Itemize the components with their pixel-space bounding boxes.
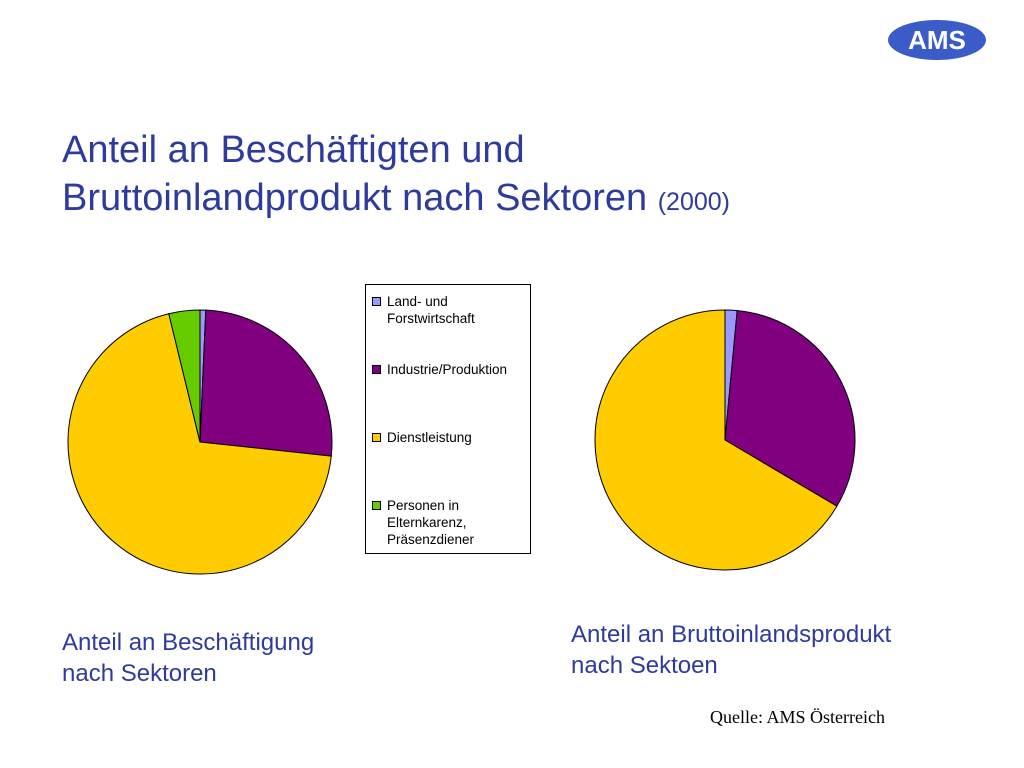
- pie-chart-employment: [67, 309, 333, 575]
- legend-swatch-industry: [372, 365, 381, 374]
- legend-swatch-agriculture: [372, 297, 381, 306]
- legend-swatch-services: [372, 433, 381, 442]
- ams-logo-ellipse: [888, 20, 986, 60]
- legend-swatch-parental-leave: [372, 501, 381, 510]
- ams-logo: AMS: [888, 20, 986, 60]
- title-line-1: Anteil an Beschäftigten und: [62, 129, 525, 171]
- caption-employment: Anteil an Beschäftigung nach Sektoren: [62, 629, 315, 687]
- caption-gdp: Anteil an Bruttoinlandsprodukt nach Sekt…: [571, 621, 892, 679]
- employment-slice-industry: [199, 309, 333, 457]
- legend-label-industry: Industrie/Produktion: [387, 362, 508, 377]
- title-year: (2000): [657, 188, 730, 216]
- employment-slice-services: [67, 313, 332, 575]
- ams-logo-text: AMS: [908, 25, 966, 55]
- legend-label-services: Dienstleistung: [387, 430, 472, 445]
- title-line-2: Bruttoinlandprodukt nach Sektoren: [62, 177, 648, 219]
- chart-legend: Land- und Forstwirtschaft Industrie/Prod…: [365, 284, 531, 554]
- pie-chart-gdp: [594, 309, 856, 571]
- page-title: Anteil an Beschäftigten und Bruttoinland…: [62, 126, 962, 226]
- gdp-slice-industry: [724, 310, 856, 507]
- legend-label-parental-leave: Personen in Elternkarenz, Präsenzdiener: [387, 498, 475, 547]
- employment-slice-parental-leave: [168, 309, 201, 443]
- gdp-slice-services: [594, 309, 838, 571]
- legend-label-agriculture: Land- und Forstwirtschaft: [387, 294, 475, 326]
- source-note: Quelle: AMS Österreich: [710, 707, 885, 727]
